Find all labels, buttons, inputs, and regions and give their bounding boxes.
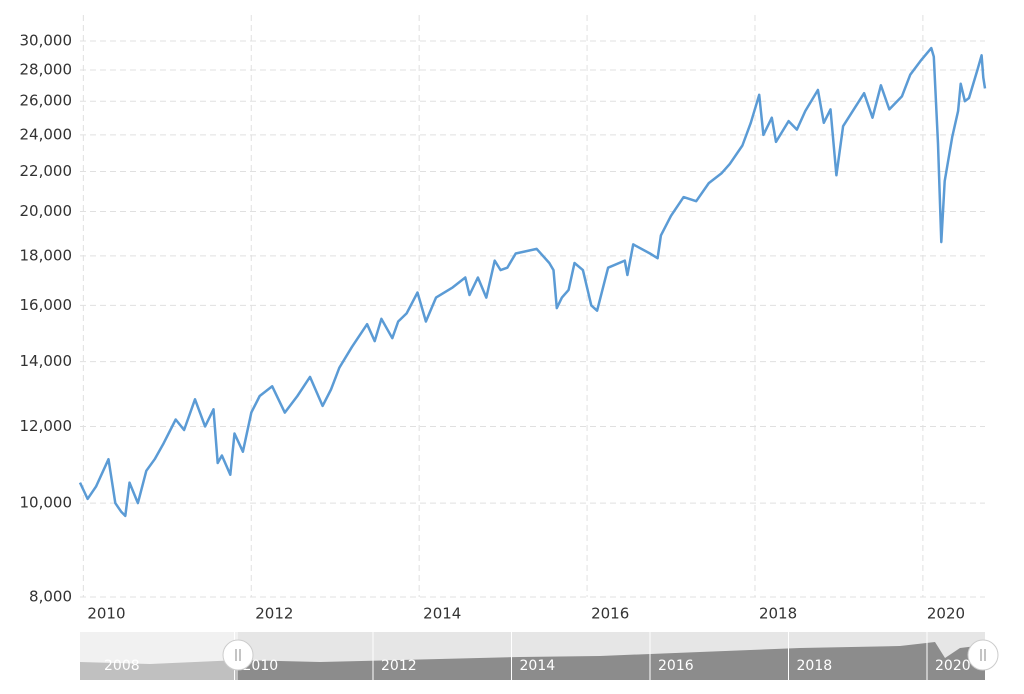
y-tick-label: 22,000: [20, 162, 73, 180]
navigator[interactable]: 2008 2010 2012 2014 2016 2018 2020: [80, 632, 999, 680]
navigator-label: 2014: [520, 658, 556, 674]
x-tick-label: 2010: [87, 605, 125, 623]
y-tick-label: 16,000: [20, 296, 73, 314]
handle-circle: [222, 639, 254, 671]
y-tick-label: 28,000: [20, 61, 73, 79]
navigator-mask: [80, 632, 238, 680]
navigator-label: 2012: [381, 658, 417, 674]
navigator-handle[interactable]: [222, 639, 254, 671]
y-tick-label: 26,000: [20, 92, 73, 110]
y-tick-label: 30,000: [20, 32, 73, 50]
y-tick-label: 8,000: [29, 588, 72, 606]
x-tick-label: 2020: [927, 605, 965, 623]
y-tick-label: 24,000: [20, 125, 73, 143]
x-tick-label: 2016: [591, 605, 629, 623]
navigator-label: 2020: [935, 658, 971, 674]
y-tick-label: 12,000: [20, 417, 73, 435]
navigator-label: 2008: [104, 658, 140, 674]
x-tick-label: 2018: [759, 605, 797, 623]
x-tick-label: 2012: [255, 605, 293, 623]
y-tick-label: 20,000: [20, 202, 73, 220]
x-tick-label: 2014: [423, 605, 461, 623]
navigator-label: 2016: [658, 658, 694, 674]
navigator-handle[interactable]: [967, 639, 999, 671]
y-tick-label: 18,000: [20, 246, 73, 264]
handle-circle: [967, 639, 999, 671]
line-series: [78, 46, 987, 518]
navigator-area: [80, 642, 985, 680]
y-tick-label: 14,000: [20, 352, 73, 370]
navigator-label: 2018: [797, 658, 833, 674]
y-tick-label: 10,000: [20, 494, 73, 512]
